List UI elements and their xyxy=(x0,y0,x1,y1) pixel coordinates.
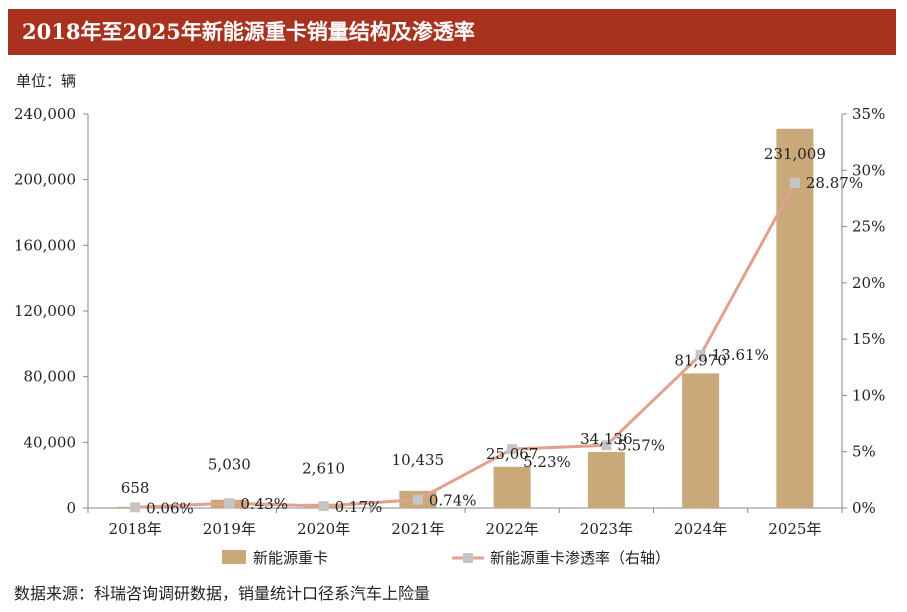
right-tick-label: 0% xyxy=(852,499,876,517)
bar-value-label: 231,009 xyxy=(764,145,826,163)
bar-value-label: 25,067 xyxy=(486,445,539,463)
right-tick-label: 25% xyxy=(852,218,885,236)
line-marker xyxy=(695,349,706,360)
right-tick-label: 15% xyxy=(852,330,885,348)
line-value-label: 0.17% xyxy=(335,498,383,516)
x-tick-label: 2024年 xyxy=(674,520,727,538)
line-value-label: 0.74% xyxy=(429,492,477,510)
bar-value-label: 34,136 xyxy=(580,430,633,448)
bar-value-label: 2,610 xyxy=(302,460,345,478)
bar-value-label: 5,030 xyxy=(208,456,251,474)
line-value-label: 28.87% xyxy=(806,174,863,192)
x-tick-label: 2019年 xyxy=(203,520,256,538)
source-note: 数据来源：科瑞咨询调研数据，销量统计口径系汽车上险量 xyxy=(14,584,431,603)
line-value-label: 0.43% xyxy=(240,495,288,513)
line-value-label: 13.61% xyxy=(712,346,769,364)
right-tick-label: 35% xyxy=(852,105,885,123)
left-tick-label: 120,000 xyxy=(14,302,76,320)
legend-label-bar: 新能源重卡 xyxy=(253,549,328,567)
bar xyxy=(682,373,720,508)
left-tick-label: 160,000 xyxy=(14,236,76,254)
legend-label-line: 新能源重卡渗透率（右轴） xyxy=(490,549,670,567)
line-marker xyxy=(318,501,329,512)
bar xyxy=(493,466,531,508)
chart-title: 2018年至2025年新能源重卡销量结构及渗透率 xyxy=(8,9,896,55)
line-value-label: 0.06% xyxy=(146,499,194,517)
left-tick-label: 80,000 xyxy=(24,368,77,386)
x-tick-label: 2025年 xyxy=(768,520,821,538)
line-marker xyxy=(224,498,235,509)
bar-value-label: 81,970 xyxy=(674,351,727,369)
x-tick-label: 2023年 xyxy=(580,520,633,538)
bar-value-label: 658 xyxy=(121,479,150,497)
bar xyxy=(776,128,814,508)
line-marker xyxy=(130,502,141,513)
line-value-label: 5.57% xyxy=(617,436,665,454)
penetration-line xyxy=(135,182,797,509)
line-marker xyxy=(789,178,800,189)
x-tick-label: 2022年 xyxy=(486,520,539,538)
right-tick-label: 20% xyxy=(852,274,885,292)
right-tick-label: 30% xyxy=(852,161,885,179)
right-tick-label: 5% xyxy=(852,443,876,461)
chart: 0 40,000 80,000 120,000 160,000 200,000 240,00… xyxy=(14,105,885,567)
line-marker xyxy=(601,440,612,451)
bar xyxy=(587,451,625,508)
legend-swatch-bar xyxy=(222,550,246,564)
legend-swatch-marker xyxy=(463,553,473,563)
line-value-label: 5.23% xyxy=(523,453,571,471)
line-marker xyxy=(507,444,518,455)
x-tick-label: 2018年 xyxy=(109,520,162,538)
left-tick-label: 200,000 xyxy=(14,171,76,189)
line-marker xyxy=(412,494,423,505)
right-tick-label: 10% xyxy=(852,386,885,404)
bar-value-label: 10,435 xyxy=(392,451,445,469)
left-tick-label: 0 xyxy=(66,499,76,517)
x-tick-label: 2021年 xyxy=(391,520,444,538)
left-tick-label: 40,000 xyxy=(24,433,77,451)
x-tick-label: 2020年 xyxy=(297,520,350,538)
left-tick-label: 240,000 xyxy=(14,105,76,123)
unit-label: 单位：辆 xyxy=(16,72,77,90)
